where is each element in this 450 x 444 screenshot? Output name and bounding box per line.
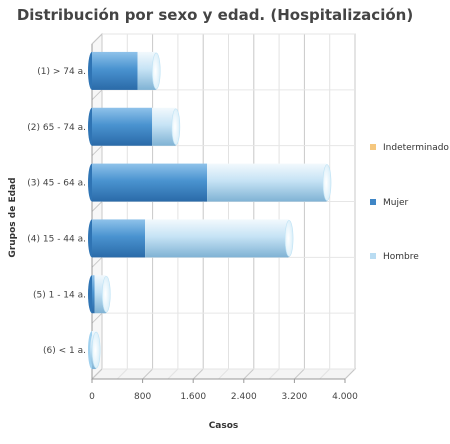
x-minor-gridline-floor — [268, 368, 280, 380]
category-separator — [91, 33, 103, 45]
x-gridline-floor — [243, 368, 255, 380]
y-tick-label: (1) > 74 a. — [37, 67, 86, 77]
bar-end-cap — [151, 52, 161, 90]
x-minor-gridline-floor — [116, 368, 128, 380]
y-tick-label: (4) 15 - 44 a. — [27, 234, 86, 244]
category-separator — [91, 145, 103, 157]
y-tick-label: (2) 65 - 74 a. — [27, 123, 86, 133]
category-separator — [91, 312, 103, 324]
bar-mujer — [92, 219, 146, 258]
y-axis-title: Grupos de Edad — [8, 177, 18, 257]
x-minor-gridline-floor — [218, 368, 229, 380]
x-tick-label: 4.000 — [332, 392, 358, 402]
bar-hombre — [94, 275, 106, 314]
legend-label: Mujer — [383, 198, 409, 208]
x-tick-label: 1.600 — [180, 392, 206, 402]
x-gridline-floor — [294, 368, 305, 380]
bar-mujer — [92, 51, 138, 90]
legend-swatch — [370, 253, 376, 259]
bar-end-cap — [284, 220, 294, 257]
x-tick-label: 0 — [89, 392, 95, 402]
bar-hombre — [207, 163, 327, 202]
y-tick-label: (3) 45 - 64 a. — [27, 179, 86, 189]
x-minor-gridline-floor — [167, 368, 179, 380]
bar-hombre — [152, 107, 175, 146]
x-tick-label: 3.200 — [282, 392, 308, 402]
bar-end-cap — [171, 108, 181, 146]
y-tick-label: (5) 1 - 14 a. — [33, 290, 86, 300]
legend-swatch — [370, 144, 376, 150]
legend-label: Hombre — [383, 252, 419, 262]
y-tick-label: (6) < 1 a. — [43, 346, 86, 356]
x-gridline-floor — [142, 368, 153, 380]
legend-label: Indeterminado — [383, 143, 449, 153]
bar-hombre — [145, 219, 289, 258]
x-tick-label: 2.400 — [231, 392, 257, 402]
x-gridline-floor — [192, 368, 204, 380]
bar-end-cap — [101, 275, 111, 313]
bar-hombre — [137, 51, 156, 90]
bar-end-cap — [91, 331, 101, 369]
category-separator — [91, 368, 103, 380]
bar-mujer — [92, 275, 95, 314]
category-separator — [91, 256, 103, 268]
x-axis-title: Casos — [209, 421, 239, 431]
category-separator — [91, 201, 103, 212]
x-tick-label: 800 — [134, 392, 151, 402]
chart-title: Distribución por sexo y edad. (Hospitali… — [16, 6, 414, 24]
legend-swatch — [370, 199, 376, 205]
x-gridline-floor — [344, 368, 356, 380]
category-separator — [91, 89, 103, 101]
x-minor-gridline-floor — [319, 368, 331, 380]
bar-mujer — [92, 107, 153, 146]
bar-mujer — [92, 163, 208, 202]
bar-end-cap — [322, 164, 332, 201]
